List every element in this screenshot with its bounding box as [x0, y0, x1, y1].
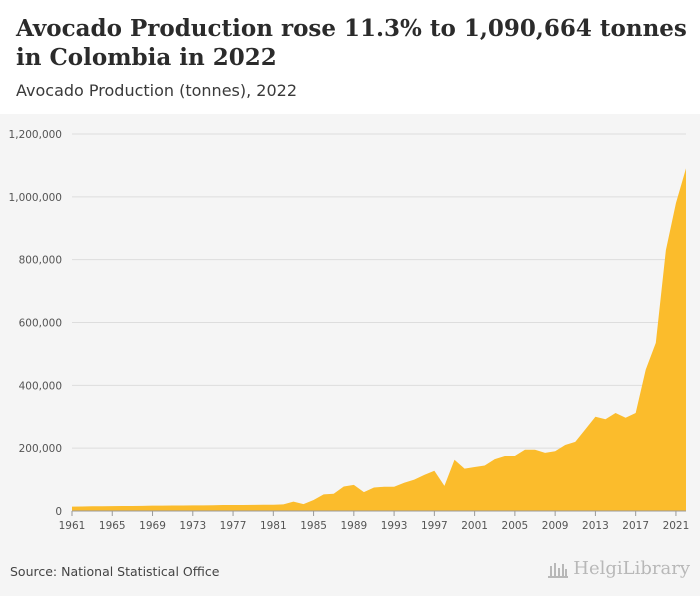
source-note: Source: National Statistical Office — [10, 564, 220, 579]
y-tick-label: 800,000 — [19, 255, 62, 267]
page-subtitle: Avocado Production (tonnes), 2022 — [16, 81, 298, 100]
x-tick-label: 1993 — [381, 520, 408, 532]
area-chart: 0 200,000 400,000 600,000 800,000 1,000,000 1,… — [9, 129, 690, 532]
y-tick-label: 1,200,000 — [9, 129, 62, 141]
y-tick-label: 200,000 — [19, 443, 62, 455]
x-tick-label: 1989 — [340, 520, 367, 532]
page-title: Avocado Production rose 11.3% to 1,090,6… — [16, 15, 687, 71]
logo-text: HelgiLibrary — [573, 558, 690, 579]
x-tick-label: 1965 — [99, 520, 126, 532]
y-tick-label: 0 — [55, 506, 62, 518]
x-tick-label: 2013 — [582, 520, 609, 532]
x-tick-label: 2005 — [502, 520, 529, 532]
x-tick-label: 1969 — [139, 520, 166, 532]
helgi-library-logo: HelgiLibrary — [547, 558, 690, 579]
footer: Source: National Statistical Office Helg… — [0, 540, 700, 596]
x-tick-label: 2001 — [461, 520, 488, 532]
x-tick-label: 1961 — [59, 520, 86, 532]
x-tick-label: 2017 — [622, 520, 649, 532]
x-tick-label: 2021 — [663, 520, 690, 532]
x-tick-label: 1985 — [300, 520, 327, 532]
header: Avocado Production rose 11.3% to 1,090,6… — [0, 0, 700, 114]
library-building-icon — [548, 562, 569, 578]
y-tick-label: 600,000 — [19, 318, 62, 330]
x-tick-label: 1997 — [421, 520, 448, 532]
x-tick-label: 1977 — [220, 520, 247, 532]
x-tick-label: 2009 — [542, 520, 569, 532]
area-series-avocado-production — [72, 168, 686, 511]
x-tick-label: 1981 — [260, 520, 287, 532]
y-tick-label: 1,000,000 — [9, 192, 62, 204]
y-tick-label: 400,000 — [19, 380, 62, 392]
chart-area: 0 200,000 400,000 600,000 800,000 1,000,000 1,… — [0, 114, 700, 540]
x-tick-label: 1973 — [179, 520, 206, 532]
